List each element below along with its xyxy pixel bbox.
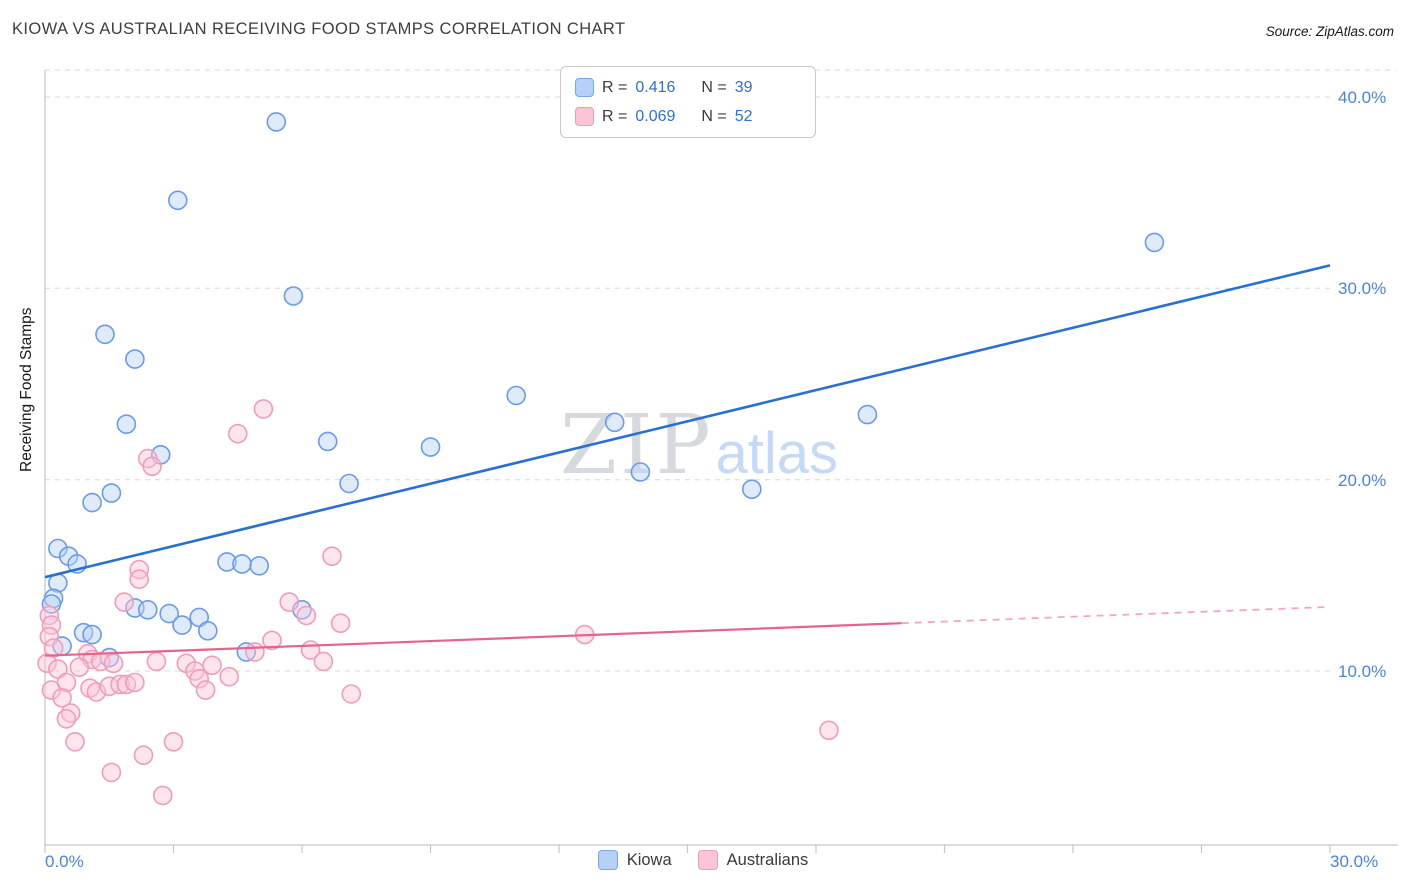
n-value: 52 [734, 107, 753, 125]
kiowa-trendline [44, 264, 1331, 579]
y-tick-label-10: 10.0% [1338, 662, 1387, 681]
watermark: ZIPatlas [560, 398, 838, 493]
y-axis-title: Receiving Food Stamps [18, 307, 35, 472]
r-label: R = [602, 78, 628, 96]
australians-points [37, 399, 839, 806]
chart-title: KIOWA VS AUSTRALIAN RECEIVING FOOD STAMP… [12, 20, 626, 38]
legend-label-kiowa: Kiowa [626, 850, 672, 869]
y-tick-label-40: 40.0% [1338, 88, 1387, 107]
y-tick-label-30: 30.0% [1338, 279, 1387, 298]
x-tick-label-0: 0.0% [45, 852, 84, 871]
watermark-atlas-text: atlas [715, 421, 839, 486]
n-label: N = [701, 78, 727, 96]
australians-swatch-icon [697, 850, 718, 870]
series-legend: Kiowa Australians [0, 850, 1406, 870]
australians-trendline-extension [901, 606, 1331, 625]
kiowa-points [41, 112, 1165, 668]
n-value: 39 [734, 78, 753, 96]
y-tick-label-20: 20.0% [1338, 471, 1387, 490]
correlation-legend: R = 0.416 N = 39 R = 0.069 N = 52 [560, 66, 816, 138]
kiowa-swatch-icon [597, 850, 618, 870]
n-label: N = [701, 107, 727, 125]
legend-row-australians: R = 0.069 N = 52 [561, 104, 815, 129]
legend-item-kiowa: Kiowa [597, 850, 672, 870]
kiowa-swatch-icon [575, 78, 594, 97]
x-tick-label-30: 30.0% [1330, 852, 1379, 871]
legend-item-australians: Australians [697, 850, 809, 870]
legend-row-kiowa: R = 0.416 N = 39 [561, 75, 815, 100]
r-value: 0.416 [635, 78, 676, 96]
australians-trendline [44, 622, 902, 657]
r-value: 0.069 [635, 107, 676, 125]
r-label: R = [602, 107, 628, 125]
legend-label-australians: Australians [726, 850, 809, 869]
source-attribution[interactable]: Source: ZipAtlas.com [1265, 24, 1394, 39]
australians-swatch-icon [575, 107, 594, 126]
